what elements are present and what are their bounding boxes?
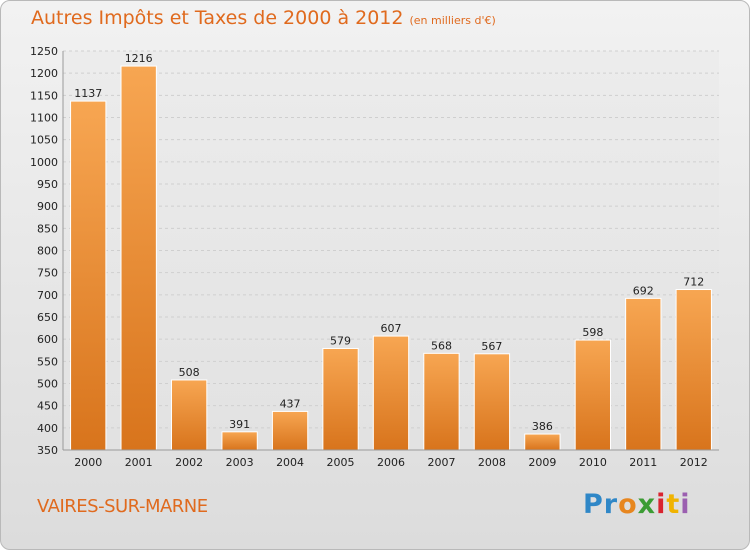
value-label-2012: 712: [683, 276, 704, 289]
x-tick-label-2004: 2004: [276, 456, 304, 469]
y-tick-label: 900: [37, 200, 58, 213]
y-tick-label: 500: [37, 378, 58, 391]
y-tick-label: 700: [37, 289, 58, 302]
x-tick-label-2003: 2003: [226, 456, 254, 469]
x-tick-label-2000: 2000: [74, 456, 102, 469]
value-label-2002: 508: [179, 366, 200, 379]
proxiti-logo: Proxiti: [583, 489, 691, 520]
bar-2010: [574, 339, 612, 451]
y-tick-label: 950: [37, 178, 58, 191]
bar-2002: [170, 379, 208, 451]
y-tick-label: 350: [37, 444, 58, 457]
bar-2006: [372, 335, 410, 451]
value-label-2010: 598: [582, 326, 603, 339]
logo-part-2: o: [618, 489, 638, 520]
x-tick-label-2010: 2010: [579, 456, 607, 469]
logo-part-6: i: [680, 489, 691, 520]
bar-2001: [120, 65, 157, 451]
y-tick-label: 850: [37, 222, 58, 235]
x-tick-label-2001: 2001: [125, 456, 153, 469]
bar-2000: [70, 100, 107, 451]
y-tick-label: 550: [37, 355, 58, 368]
chart-title: Autres Impôts et Taxes de 2000 à 2012 (en…: [31, 7, 496, 29]
value-label-2007: 568: [431, 339, 452, 352]
bar-2008: [473, 353, 511, 451]
bar-2011: [625, 297, 662, 451]
x-tick-label-2002: 2002: [175, 456, 203, 469]
value-label-2006: 607: [381, 322, 402, 335]
y-tick-label: 1000: [30, 156, 58, 169]
bar-2005: [322, 347, 359, 451]
value-label-2009: 386: [532, 420, 553, 433]
logo-part-3: x: [637, 489, 657, 520]
x-tick-label-2012: 2012: [680, 456, 708, 469]
x-tick-label-2007: 2007: [427, 456, 455, 469]
value-label-2005: 579: [330, 334, 351, 347]
x-tick-label-2006: 2006: [377, 456, 405, 469]
logo-part-5: t: [666, 489, 681, 520]
y-tick-label: 1050: [30, 134, 58, 147]
y-tick-label: 650: [37, 311, 58, 324]
chart-subtitle: (en milliers d'€): [409, 14, 496, 27]
logo-part-1: Pr: [583, 489, 619, 520]
y-tick-label: 400: [37, 422, 58, 435]
y-tick-label: 1250: [30, 45, 58, 58]
value-label-2003: 391: [229, 418, 250, 431]
value-label-2004: 437: [280, 397, 301, 410]
bar-2004: [271, 410, 309, 451]
value-label-2001: 1216: [125, 52, 153, 65]
bar-2009: [524, 433, 561, 451]
x-tick-label-2008: 2008: [478, 456, 506, 469]
y-tick-label: 800: [37, 245, 58, 258]
y-tick-label: 750: [37, 267, 58, 280]
x-tick-label-2011: 2011: [629, 456, 657, 469]
bar-2007: [423, 352, 460, 451]
y-tick-label: 1100: [30, 112, 58, 125]
bar-2003: [221, 431, 258, 451]
y-tick-label: 600: [37, 333, 58, 346]
logo-part-4: i: [656, 489, 667, 520]
value-label-2011: 692: [633, 284, 654, 297]
chart-title-text: Autres Impôts et Taxes de 2000 à 2012: [31, 7, 404, 29]
value-label-2008: 567: [481, 340, 502, 353]
y-tick-label: 450: [37, 400, 58, 413]
value-label-2000: 1137: [74, 87, 102, 100]
y-tick-label: 1150: [30, 89, 58, 102]
bar-2012: [675, 289, 712, 451]
city-name: VAIRES-SUR-MARNE: [37, 496, 208, 517]
x-tick-label-2009: 2009: [528, 456, 556, 469]
y-tick-label: 1200: [30, 67, 58, 80]
x-tick-label-2005: 2005: [327, 456, 355, 469]
